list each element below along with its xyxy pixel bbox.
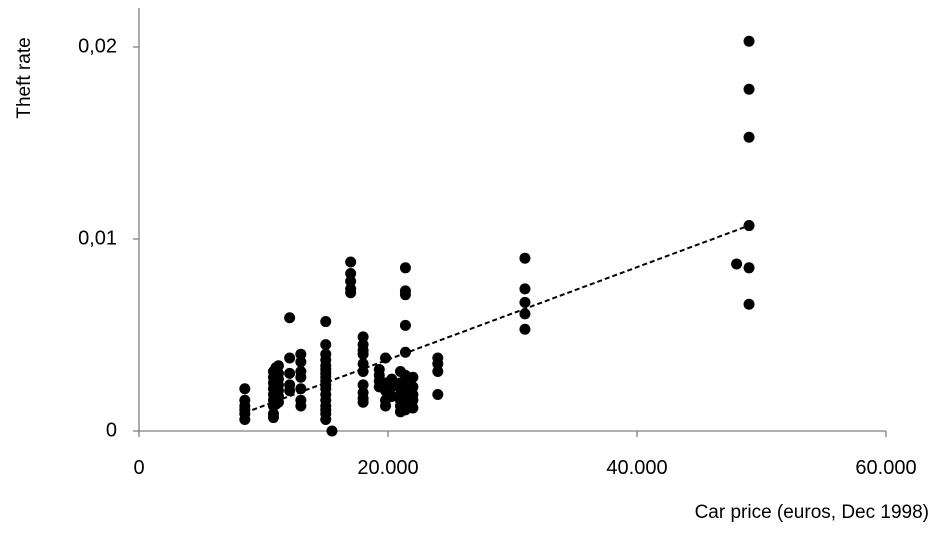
data-points (239, 35, 755, 437)
x-tick-label: 0 (133, 457, 144, 479)
data-point (519, 252, 531, 264)
x-tick-label: 60.000 (855, 457, 916, 479)
data-point (357, 396, 369, 408)
data-point (432, 365, 444, 377)
data-point (743, 298, 755, 310)
data-point (295, 356, 307, 368)
data-point (357, 379, 369, 391)
data-point (357, 331, 369, 343)
y-tick-label: 0 (106, 419, 117, 441)
data-point (407, 394, 419, 406)
x-axis-title: Car price (euros, Dec 1998) (695, 502, 929, 523)
y-tick-label: 0,02 (78, 35, 117, 57)
data-point (284, 367, 296, 379)
data-point (326, 425, 338, 437)
data-point (295, 371, 307, 383)
data-point (239, 383, 251, 395)
data-point (284, 312, 296, 324)
data-point (357, 365, 369, 377)
data-point (407, 402, 419, 414)
data-point (295, 400, 307, 412)
data-point (320, 339, 332, 351)
data-point (345, 256, 357, 268)
data-point (399, 346, 411, 358)
data-point (731, 258, 743, 270)
data-point (743, 35, 755, 47)
data-point (320, 413, 332, 425)
data-point (320, 316, 332, 328)
data-point (272, 396, 284, 408)
data-point (295, 383, 307, 395)
x-tick-label: 20.000 (357, 457, 418, 479)
data-point (519, 296, 531, 308)
data-point (519, 308, 531, 320)
data-point (272, 360, 284, 372)
data-point (284, 352, 296, 364)
data-point (407, 371, 419, 383)
data-point (357, 348, 369, 360)
data-point (345, 287, 357, 299)
data-point (345, 275, 357, 287)
data-point (743, 131, 755, 143)
data-point (380, 400, 392, 412)
y-tick-label: 0,01 (78, 227, 117, 249)
data-point (519, 283, 531, 295)
data-point (386, 373, 398, 385)
data-point (267, 412, 279, 424)
data-point (432, 389, 444, 401)
x-axis: 0 20.000 40.000 60.000 Car price (euros,… (133, 430, 929, 523)
data-point (357, 358, 369, 370)
data-point (519, 323, 531, 335)
y-axis: 0,02 0,01 0 Theft rate (14, 8, 140, 441)
y-axis-title: Theft rate (14, 37, 35, 118)
x-tick-label: 40.000 (606, 457, 667, 479)
data-point (345, 268, 357, 280)
data-point (743, 220, 755, 232)
data-point (386, 390, 398, 402)
data-point (399, 262, 411, 274)
data-point (432, 358, 444, 370)
data-point (380, 352, 392, 364)
data-point (295, 348, 307, 360)
data-point (386, 381, 398, 393)
data-point (284, 385, 296, 397)
data-point (399, 319, 411, 331)
data-point (743, 262, 755, 274)
data-point (399, 289, 411, 301)
data-point (743, 83, 755, 95)
data-point (407, 381, 419, 393)
data-point (239, 413, 251, 425)
